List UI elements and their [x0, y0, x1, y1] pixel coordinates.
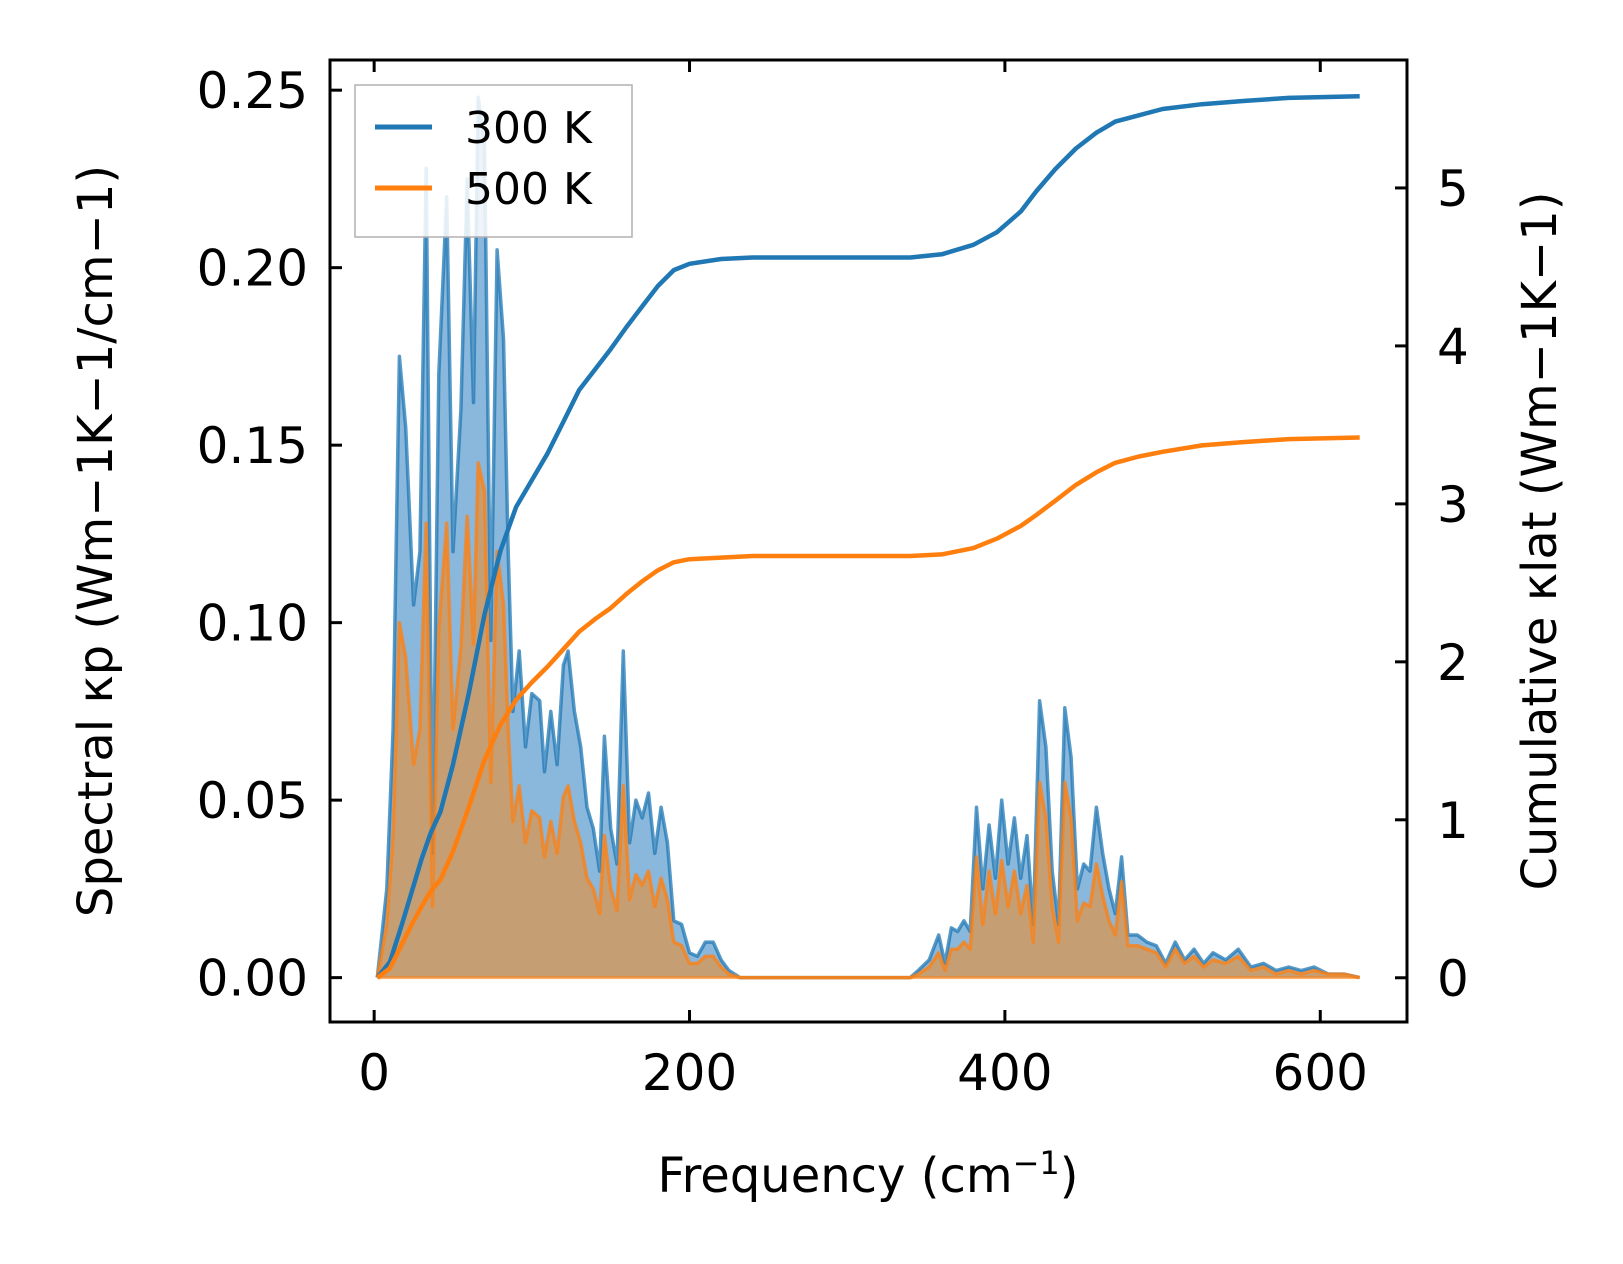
- y-right-tick-label: 1: [1437, 792, 1469, 850]
- legend: 300 K 500 K: [354, 84, 633, 238]
- x-tick-label: 0: [358, 1044, 390, 1102]
- y-right-tick-label: 5: [1437, 160, 1469, 218]
- cumulative-line-500k: [375, 435, 1360, 980]
- x-tick-label: 400: [957, 1044, 1052, 1102]
- x-axis-label: Frequency (cm−1): [657, 1144, 1078, 1204]
- x-axis-label-end: ): [1060, 1148, 1079, 1204]
- x-axis-label-sup: −1: [1013, 1144, 1060, 1182]
- y-left-tick-label: 0.20: [197, 240, 308, 298]
- legend-box: [354, 84, 633, 238]
- axes-frame: [328, 58, 1409, 1024]
- ticks: 0 200 400 600 0.00 0.05 0.10 0.15 0.20 0.25 0 1 2 3 4 5: [197, 60, 1469, 1102]
- x-tick-label: 200: [642, 1044, 737, 1102]
- spectral-area-300k: [377, 97, 1360, 978]
- cumulative-line-300k: [375, 94, 1360, 980]
- y-right-tick-label: 3: [1437, 476, 1469, 534]
- y-right-tick-label: 0: [1437, 950, 1469, 1008]
- x-tick-label: 600: [1273, 1044, 1368, 1102]
- legend-label-500k: 500 K: [465, 164, 593, 215]
- y-left-tick-label: 0.05: [197, 772, 308, 830]
- x-axis-label-main: Frequency (cm: [657, 1148, 1012, 1204]
- spectral-area-500k: [377, 462, 1360, 978]
- y-axis-right-label: Cumulative κlat (Wm−1K−1): [1512, 192, 1568, 891]
- y-axis-left-label: Spectral κp (Wm−1K−1/cm−1): [68, 165, 124, 917]
- y-right-tick-label: 2: [1437, 634, 1469, 692]
- y-right-tick-label: 4: [1437, 318, 1469, 376]
- y-left-tick-label: 0.25: [197, 62, 308, 120]
- y-left-tick-label: 0.15: [197, 417, 308, 475]
- y-left-tick-label: 0.10: [197, 595, 308, 653]
- legend-label-300k: 300 K: [465, 103, 593, 154]
- plot-area: [375, 94, 1361, 980]
- y-left-tick-label: 0.00: [197, 950, 308, 1008]
